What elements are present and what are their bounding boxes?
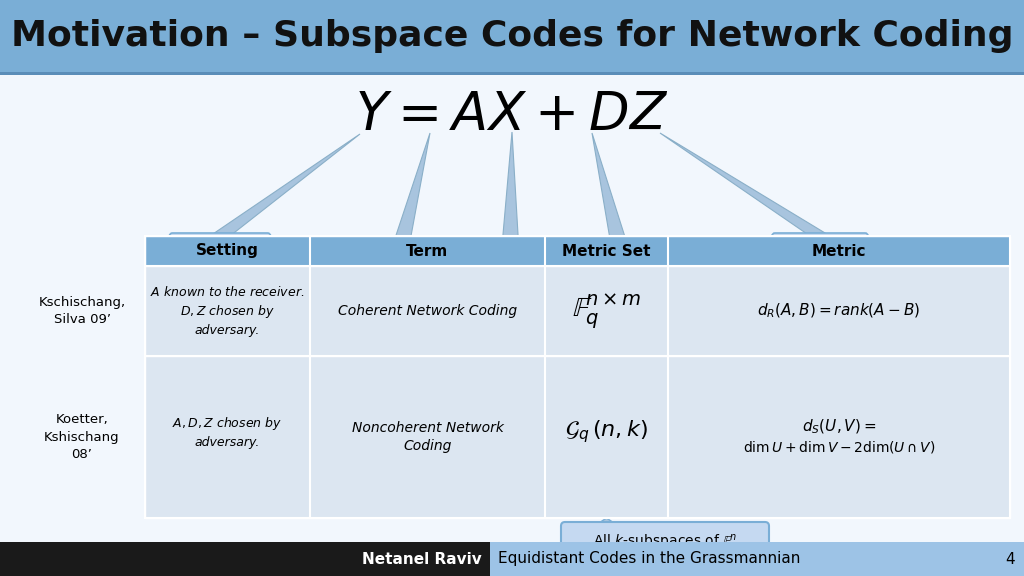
Bar bbox=[0, 72, 1024, 75]
FancyBboxPatch shape bbox=[172, 237, 273, 303]
Text: Kschischang,
Silva 09’: Kschischang, Silva 09’ bbox=[39, 296, 126, 326]
Text: 4: 4 bbox=[1006, 551, 1015, 567]
FancyBboxPatch shape bbox=[347, 266, 443, 327]
Text: Sent
message: Sent message bbox=[482, 281, 539, 311]
Polygon shape bbox=[592, 133, 635, 268]
FancyBboxPatch shape bbox=[775, 237, 871, 303]
Polygon shape bbox=[210, 134, 360, 236]
Text: $Y = AX + DZ$: $Y = AX + DZ$ bbox=[355, 90, 669, 142]
Text: $\dim U + \dim V - 2\dim(U \cap V)$: $\dim U + \dim V - 2\dim(U \cap V)$ bbox=[742, 439, 935, 455]
FancyBboxPatch shape bbox=[462, 266, 558, 327]
Text: Netanel Raviv: Netanel Raviv bbox=[362, 551, 482, 567]
FancyBboxPatch shape bbox=[350, 270, 446, 331]
Text: Metric Set: Metric Set bbox=[562, 244, 650, 259]
Text: Transfer
matrix: Transfer matrix bbox=[370, 281, 420, 311]
Text: Equidistant Codes in the Grassmannian: Equidistant Codes in the Grassmannian bbox=[498, 551, 801, 567]
Bar bbox=[0, 542, 490, 576]
Text: Koetter,
Kshischang
08’: Koetter, Kshischang 08’ bbox=[44, 414, 120, 460]
Text: $d_R(A,B) = rank(A-B)$: $d_R(A,B) = rank(A-B)$ bbox=[758, 302, 921, 320]
Polygon shape bbox=[595, 518, 618, 526]
Polygon shape bbox=[500, 132, 520, 268]
Text: Error
vectors: Error vectors bbox=[797, 251, 843, 281]
Text: Received
message: Received message bbox=[191, 251, 249, 281]
Bar bbox=[145, 356, 1010, 518]
FancyBboxPatch shape bbox=[170, 233, 270, 299]
Text: Transfer
matrix: Transfer matrix bbox=[600, 281, 650, 311]
Text: $d_S(U,V) =$: $d_S(U,V) =$ bbox=[802, 418, 877, 436]
Text: Coherent Network Coding: Coherent Network Coding bbox=[338, 304, 517, 318]
Text: Setting: Setting bbox=[196, 244, 259, 259]
Text: $A$ known to the receiver.
$D, Z$ chosen by
adversary.: $A$ known to the receiver. $D, Z$ chosen… bbox=[151, 285, 305, 338]
Text: Term: Term bbox=[407, 244, 449, 259]
Text: $\mathbb{F}_q^{n\times m}$: $\mathbb{F}_q^{n\times m}$ bbox=[572, 291, 641, 331]
Polygon shape bbox=[385, 133, 430, 268]
Text: $\mathcal{G}_q\,(n, k)$: $\mathcal{G}_q\,(n, k)$ bbox=[565, 419, 648, 445]
FancyBboxPatch shape bbox=[580, 270, 676, 331]
Text: Noncoherent Network
Coding: Noncoherent Network Coding bbox=[351, 421, 504, 453]
Bar bbox=[145, 266, 1010, 356]
Text: Metric: Metric bbox=[812, 244, 866, 259]
FancyBboxPatch shape bbox=[465, 270, 561, 331]
FancyBboxPatch shape bbox=[561, 522, 769, 564]
FancyBboxPatch shape bbox=[772, 233, 868, 299]
Text: $A, D, Z$ chosen by
adversary.: $A, D, Z$ chosen by adversary. bbox=[172, 415, 283, 449]
Text: Motivation – Subspace Codes for Network Coding: Motivation – Subspace Codes for Network … bbox=[10, 19, 1014, 53]
Text: All $k$-subspaces of $\mathbb{F}_q^n$: All $k$-subspaces of $\mathbb{F}_q^n$ bbox=[593, 532, 737, 554]
Polygon shape bbox=[660, 133, 830, 236]
FancyBboxPatch shape bbox=[577, 266, 673, 327]
Bar bbox=[490, 542, 1024, 576]
Bar bbox=[0, 0, 1024, 72]
Bar bbox=[145, 236, 1010, 266]
